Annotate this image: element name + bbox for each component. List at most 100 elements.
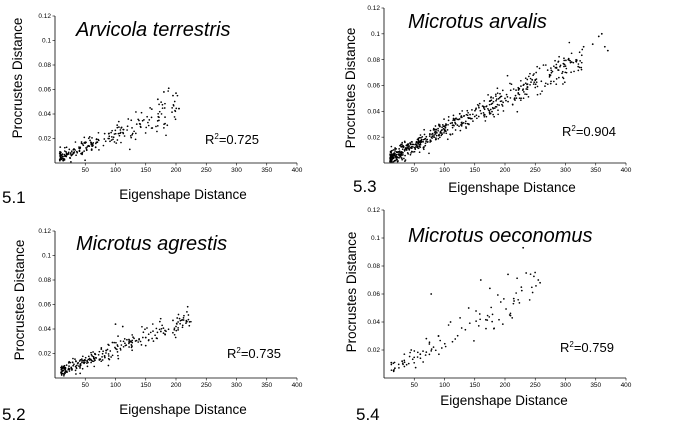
data-point [88,357,91,360]
data-point [509,97,512,99]
data-point [171,107,173,109]
data-point [163,127,165,129]
y-tick-label: 0.04 [367,109,380,116]
data-point [606,49,609,52]
data-point [511,317,514,319]
data-point [531,79,534,81]
data-point [155,337,158,339]
data-point [524,82,527,85]
data-point [497,97,500,100]
data-point [135,123,138,125]
data-point [492,100,495,103]
data-point [90,143,93,146]
data-point [496,103,499,106]
y-tick-label: 0.12 [38,13,51,20]
data-point [430,293,433,295]
data-point [114,323,117,325]
data-point [442,127,445,130]
y-axis-label: Procrustes Distance [344,232,359,353]
data-point [541,90,543,93]
data-point [147,121,149,124]
data-point [79,365,81,368]
data-point [518,97,521,100]
data-point [115,341,117,344]
x-tick-label: 350 [261,167,272,174]
data-point [144,132,147,134]
data-point [391,154,394,157]
data-point [432,346,435,348]
data-point [166,124,169,127]
data-point [87,355,90,358]
data-point [497,294,499,296]
data-point [414,147,416,150]
data-point [144,328,146,331]
data-point [186,305,189,308]
data-point [437,335,440,337]
data-point [513,300,515,302]
data-point [65,364,68,366]
data-point [526,88,529,91]
data-point [529,273,532,276]
data-point [188,324,191,327]
data-point [492,113,494,116]
data-point [135,111,137,113]
data-point [155,125,157,128]
data-point [183,314,185,317]
data-point [431,135,434,137]
data-point [534,86,537,89]
data-point [564,71,567,74]
x-tick-label: 100 [439,382,450,389]
data-point [177,329,179,331]
data-point [67,151,70,154]
data-point [499,301,502,303]
panel-5-2: Microtus agrestis Procrustes Distance Ei… [2,228,303,424]
data-point [534,271,536,274]
data-point [540,80,543,83]
data-point [553,65,555,68]
data-point [85,141,87,144]
data-point [404,141,406,144]
data-point [131,349,133,352]
y-tick-label: 0.1 [371,235,380,242]
data-point [134,138,137,141]
data-point [397,363,400,366]
data-point [146,115,148,118]
data-point [488,316,491,318]
data-point [160,327,163,330]
data-point [86,360,89,363]
data-point [390,159,392,162]
data-point [539,93,542,95]
data-point [458,112,461,115]
data-point [91,137,93,139]
data-point [451,126,454,129]
data-point [430,350,433,352]
data-point [515,292,518,294]
data-point [483,106,485,108]
data-point [400,146,403,148]
data-point [125,344,128,346]
data-point [92,351,94,353]
data-point [416,143,419,145]
data-point [84,356,87,359]
data-point [401,158,404,161]
data-point [71,153,74,156]
data-point [65,146,68,149]
y-tick-label: 0.1 [371,31,380,38]
data-point [126,125,129,128]
data-point [506,74,509,77]
data-point [399,153,402,156]
data-point [509,312,512,315]
r-squared-label: R2=0.735 [227,346,281,361]
data-point [512,297,515,300]
data-point [428,152,430,155]
data-point [150,127,153,129]
data-point [419,143,422,146]
data-point [72,151,75,154]
data-point [444,124,447,127]
x-axis-label: Eigenshape Distance [119,402,247,417]
data-point [446,128,449,131]
data-point [482,112,485,114]
data-point [90,351,92,354]
data-point [60,154,63,156]
data-point [120,344,123,346]
